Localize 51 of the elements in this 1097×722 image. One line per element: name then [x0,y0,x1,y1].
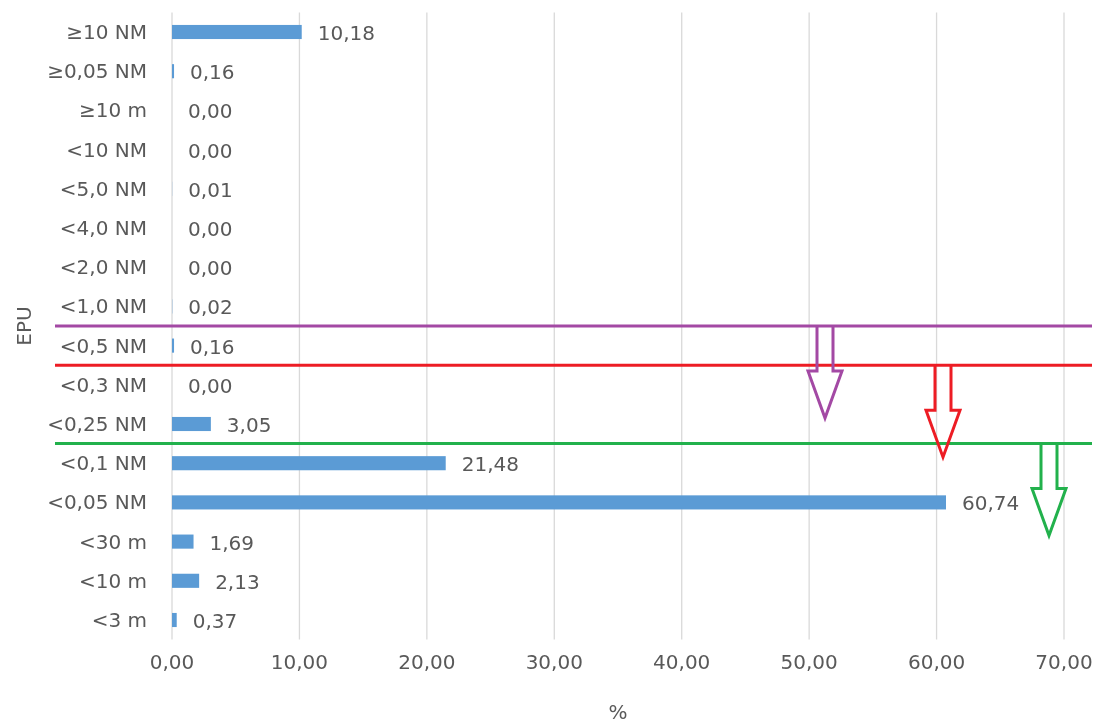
bar [172,495,946,510]
bar [172,416,211,432]
y-tick-label: <0,1 NM [59,451,147,476]
x-tick-label: 0,00 [149,650,195,674]
data-label: 10,18 [317,21,375,45]
bar [172,456,446,471]
x-tick-label: 20,00 [398,650,456,674]
y-tick-label: <0,3 NM [59,372,147,397]
bar [172,24,302,40]
y-tick-label: <2,0 NM [59,255,147,280]
x-axis-title: % [608,700,628,722]
y-tick-label: <4,0 NM [59,216,147,240]
x-tick-label: 60,00 [907,650,966,674]
x-tick-label: 40,00 [653,650,711,674]
y-tick-label: <0,5 NM [59,333,147,358]
bar [172,64,175,79]
bar [172,573,200,588]
y-tick-label: ≥10 m [78,98,147,123]
data-label: 60,74 [962,491,1020,516]
y-tick-label: <10 NM [66,137,147,162]
data-label: 0,00 [188,256,233,281]
y-tick-label: ≥0,05 NM [47,59,147,84]
y-tick-label: ≥10 NM [66,20,147,44]
data-label: 0,00 [188,217,233,241]
y-tick-label: <3 m [91,608,147,632]
data-label: 0,16 [190,60,235,85]
data-label: 0,37 [192,609,238,633]
data-label: 0,00 [188,99,233,124]
y-tick-label: <30 m [78,529,147,554]
data-label: 0,00 [188,373,233,398]
data-label: 0,02 [188,295,233,320]
data-label: 21,48 [461,452,519,477]
x-tick-label: 50,00 [780,650,838,674]
data-label: 0,01 [188,177,233,202]
bar [172,612,177,628]
x-tick-label: 10,00 [270,650,329,674]
y-tick-label: <1,0 NM [59,294,147,319]
data-label: 3,05 [226,413,272,437]
y-tick-label: <0,25 NM [47,412,147,436]
y-tick-label: <10 m [78,568,147,593]
data-label: 0,00 [188,138,233,163]
x-tick-label: 30,00 [525,650,583,674]
data-label: 0,16 [190,334,235,359]
y-tick-label: <5,0 NM [59,176,147,201]
bar [172,534,194,549]
data-label: 2,13 [215,569,260,594]
bar [172,338,175,353]
data-label: 1,69 [209,530,255,555]
y-tick-label: <0,05 NM [47,490,147,515]
x-tick-label: 70,00 [1035,650,1093,674]
y-axis-title: EPU [12,306,36,346]
